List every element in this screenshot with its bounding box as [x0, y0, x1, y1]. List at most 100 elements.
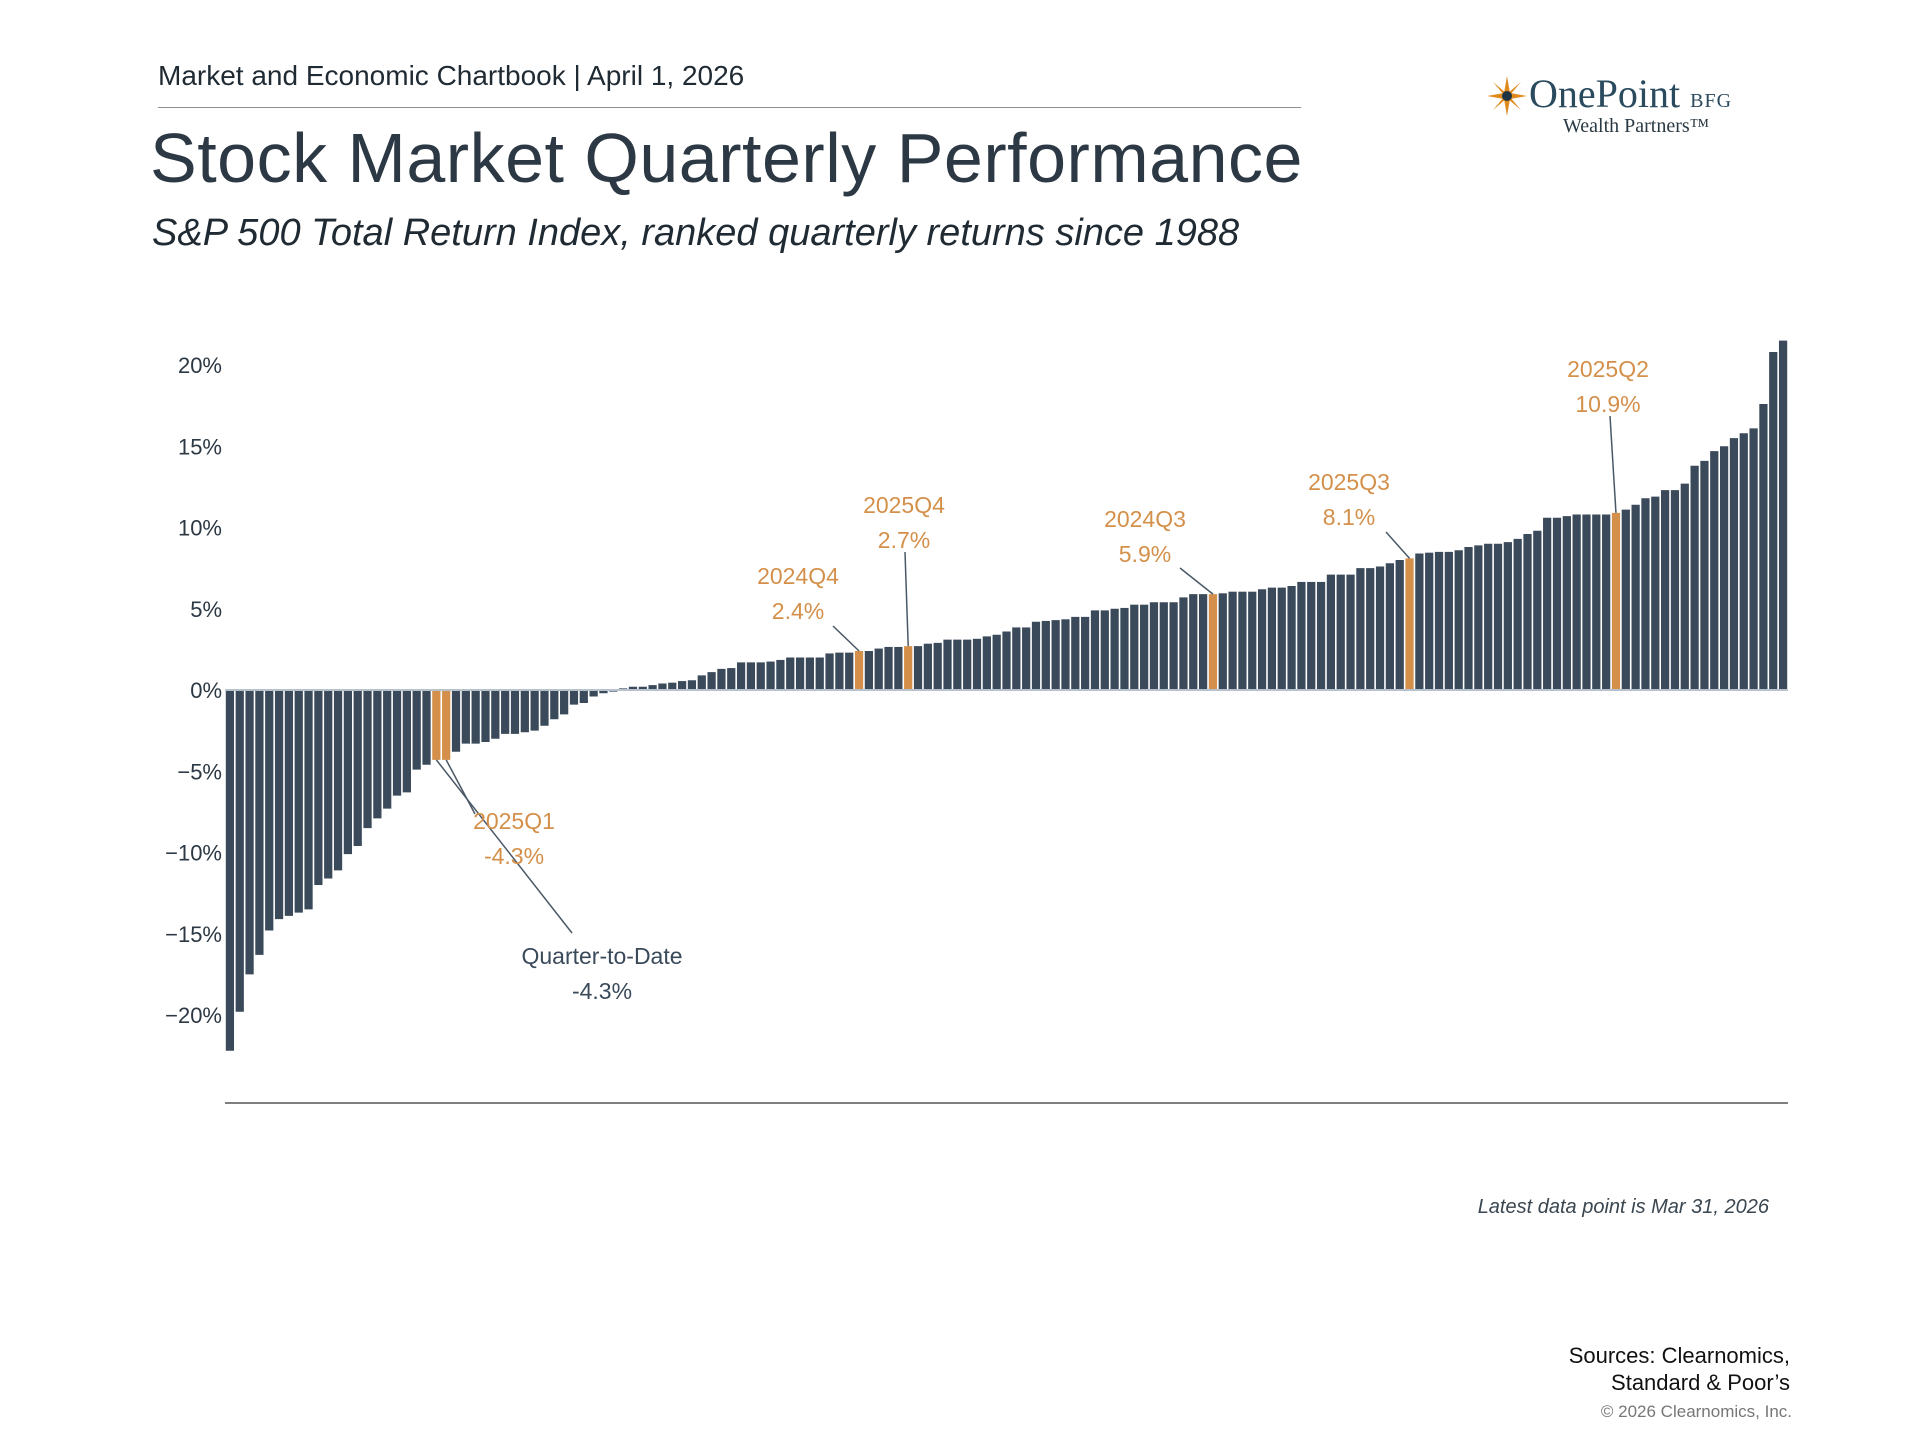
chartbook-header: Market and Economic Chartbook | April 1,…	[158, 60, 745, 91]
bar	[461, 690, 470, 744]
bar	[1769, 352, 1778, 690]
bar	[481, 690, 490, 742]
bar	[1287, 586, 1296, 690]
sources-line: Standard & Poor’s	[1611, 1370, 1790, 1395]
bar	[1257, 589, 1267, 690]
bar	[451, 690, 461, 752]
star-icon	[1487, 76, 1527, 116]
bar	[392, 690, 402, 796]
bar	[845, 652, 854, 690]
annotation-value: -4.3%	[572, 978, 632, 1004]
bar	[1503, 542, 1512, 690]
bar	[1602, 514, 1611, 690]
bar	[1179, 597, 1188, 690]
y-tick-label: 0%	[190, 678, 222, 703]
bar	[1415, 553, 1424, 690]
bar	[1592, 514, 1601, 690]
y-tick-label: −20%	[165, 1003, 222, 1028]
bar	[412, 690, 421, 770]
bar	[1582, 514, 1591, 690]
bar	[1719, 446, 1729, 690]
bar	[1533, 530, 1542, 690]
bar	[717, 668, 726, 690]
bar	[422, 690, 431, 765]
bar	[1444, 551, 1453, 690]
bar	[333, 690, 343, 871]
bar	[589, 690, 598, 697]
bar	[510, 690, 520, 734]
bar	[599, 690, 608, 694]
highlighted-bar	[1611, 512, 1621, 690]
bar	[913, 646, 923, 690]
bar	[569, 690, 579, 705]
y-tick-label: 10%	[178, 516, 222, 541]
bar	[1680, 483, 1689, 690]
highlighted-bar	[904, 646, 913, 690]
bar	[963, 639, 972, 690]
bar	[353, 690, 362, 846]
y-tick-label: −10%	[165, 841, 222, 866]
bar	[1661, 490, 1670, 690]
bar	[825, 653, 834, 690]
annotation-label: Quarter-to-Date	[521, 943, 682, 969]
bar	[1690, 465, 1699, 690]
bar	[953, 639, 962, 690]
annotation-value: 2.4%	[772, 598, 824, 624]
bar	[638, 686, 647, 690]
bar	[805, 657, 815, 690]
bar	[245, 690, 254, 975]
highlighted-bar	[442, 690, 451, 760]
bar	[1159, 602, 1168, 690]
bar	[1061, 619, 1070, 690]
bar	[1710, 451, 1719, 690]
annotation-leader-line	[904, 551, 909, 647]
bar	[1307, 581, 1316, 690]
bar	[1051, 620, 1060, 690]
bar	[746, 662, 756, 690]
bar	[727, 668, 736, 690]
bar	[815, 657, 824, 690]
annotation-label: 2024Q4	[757, 563, 839, 589]
bar	[1120, 607, 1129, 690]
bar	[668, 682, 677, 690]
bar	[1002, 631, 1011, 690]
bar	[225, 690, 235, 1051]
bar	[1375, 566, 1385, 690]
bar	[1641, 498, 1650, 690]
bar	[1130, 604, 1139, 690]
bar	[1464, 547, 1473, 690]
bar	[1198, 594, 1208, 690]
bar	[923, 643, 932, 690]
bar	[1022, 627, 1031, 690]
bar	[491, 690, 500, 739]
bar	[1759, 404, 1768, 690]
annotation-leader-line	[445, 759, 476, 815]
header-divider	[158, 107, 1301, 108]
bar	[343, 690, 352, 855]
bar	[314, 690, 323, 885]
bar	[294, 690, 303, 913]
highlighted-bar	[1405, 558, 1414, 690]
bar	[1140, 604, 1149, 690]
bar	[1031, 621, 1041, 690]
page-subtitle: S&P 500 Total Return Index, ranked quart…	[152, 212, 1240, 254]
bar	[766, 661, 775, 690]
bar	[933, 642, 942, 690]
highlighted-bar	[1208, 594, 1218, 690]
bar	[1346, 574, 1355, 690]
bar	[324, 690, 333, 879]
bar	[1356, 568, 1365, 690]
annotation-value: 10.9%	[1575, 391, 1640, 417]
bar	[1700, 460, 1709, 690]
bar	[943, 639, 952, 690]
bar	[1316, 581, 1326, 690]
bar	[1739, 433, 1748, 690]
bar	[1395, 560, 1404, 690]
annotation-label: 2025Q1	[473, 808, 555, 834]
bar	[540, 690, 549, 726]
y-tick-label: −5%	[177, 759, 222, 784]
company-logo: OnePoint BFG Wealth Partners™	[1487, 70, 1777, 140]
bar	[1434, 551, 1444, 690]
bar	[1267, 587, 1277, 690]
